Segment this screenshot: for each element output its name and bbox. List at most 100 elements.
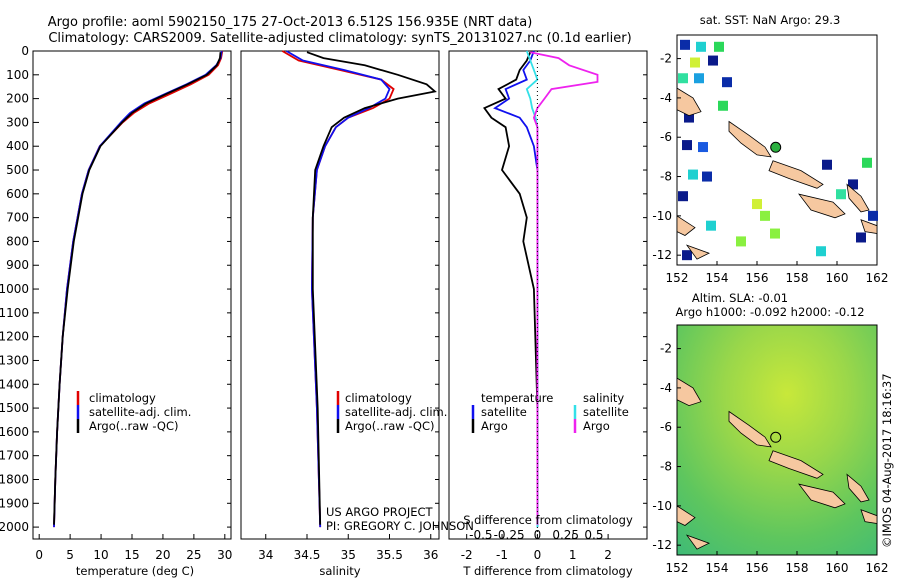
- sst-cell: [694, 73, 704, 84]
- sst-cell: [682, 250, 692, 261]
- sst-cell: [816, 246, 826, 257]
- sst-cell: [678, 73, 688, 84]
- island: [676, 87, 702, 117]
- axis-layer: 0100200300400500600700800900100011001200…: [0, 44, 647, 562]
- island: [846, 473, 870, 503]
- t-difference-xlabel: T difference from climatology: [462, 564, 633, 578]
- map-y-tick-label: -10: [652, 499, 672, 513]
- map-y-tick-label: -4: [660, 381, 672, 395]
- depth-tick-label: 900: [6, 258, 29, 272]
- s-tick-label: 0: [534, 528, 542, 542]
- x-tick-label: 35: [341, 548, 356, 562]
- sst-cell: [688, 169, 698, 180]
- legend-s-satellite: satellite: [583, 405, 629, 419]
- map-y-tick-label: -6: [660, 420, 672, 434]
- island: [860, 219, 878, 234]
- depth-tick-label: 400: [6, 139, 29, 153]
- depth-tick-label: 100: [6, 68, 29, 82]
- sst-cell: [690, 57, 700, 68]
- series-climatology: [53, 50, 224, 528]
- sst-cell: [736, 236, 746, 247]
- sst-cell: [752, 199, 762, 210]
- series-argo: [306, 51, 437, 525]
- x-tick-label: 34: [258, 548, 273, 562]
- map-y-tick-label: -10: [652, 209, 672, 223]
- sst-cell: [770, 228, 780, 239]
- salinity-xlabel: salinity: [319, 564, 360, 578]
- x-tick-label: 25: [186, 548, 201, 562]
- island: [768, 160, 824, 189]
- s-tick-label: 0.25: [552, 528, 579, 542]
- map-x-tick-label: 154: [706, 561, 729, 575]
- depth-tick-label: 800: [6, 234, 29, 248]
- s-tick-label: 0.5: [584, 528, 603, 542]
- x-tick-label: -1: [496, 548, 508, 562]
- depth-tick-label: 1100: [0, 306, 29, 320]
- island: [768, 450, 824, 479]
- depth-tick-label: 1200: [0, 330, 29, 344]
- sst-cell: [702, 171, 712, 182]
- legend-satellite-adj: satellite-adj. clim.: [89, 405, 191, 419]
- x-tick-label: 5: [66, 548, 74, 562]
- map-layer: 152 154 156 158 160 162 -2 -4 -6 -8 -10 -12 152 154 15…: [652, 39, 889, 575]
- sst-cell: [722, 77, 732, 88]
- temperature-panel: [32, 50, 232, 540]
- sla-map-title2: Argo h1000: -0.092 h2000: -0.12: [675, 305, 864, 319]
- island: [685, 244, 711, 260]
- sst-cell: [868, 210, 878, 221]
- depth-tick-label: 600: [6, 187, 29, 201]
- map-x-tick-label: 162: [866, 271, 889, 285]
- x-tick-label: 10: [93, 548, 108, 562]
- project-line2: PI: GREGORY C. JOHNSON: [326, 519, 474, 533]
- island: [798, 483, 846, 509]
- credit-text: ©IMOS 04-Aug-2017 18:16:37: [880, 373, 894, 548]
- sst-cell: [706, 220, 716, 231]
- legend-climatology: climatology: [89, 391, 156, 405]
- depth-tick-label: 1600: [0, 425, 29, 439]
- project-line1: US ARGO PROJECT: [326, 505, 434, 519]
- sst-cell: [698, 142, 708, 153]
- temperature-xlabel: temperature (deg C): [76, 564, 194, 578]
- salinity-panel: [240, 50, 440, 540]
- map-x-tick-label: 156: [746, 271, 769, 285]
- sst-cell: [682, 140, 692, 151]
- depth-tick-label: 200: [6, 92, 29, 106]
- sst-cell: [822, 159, 832, 170]
- map-x-tick-label: 154: [706, 271, 729, 285]
- legend-t-satellite: satellite: [481, 405, 527, 419]
- map-x-tick-label: 162: [866, 561, 889, 575]
- x-tick-label: 0: [35, 548, 43, 562]
- depth-tick-label: 1900: [0, 496, 29, 510]
- map-y-tick-label: -6: [660, 130, 672, 144]
- depth-tick-label: 500: [6, 163, 29, 177]
- sst-cell: [836, 189, 846, 200]
- sst-cell: [856, 232, 866, 243]
- difference-legend: temperature satellite Argo salinity sate…: [471, 391, 629, 433]
- sst-cell: [678, 191, 688, 202]
- depth-tick-label: 1000: [0, 282, 29, 296]
- salinity-legend: climatology satellite-adj. clim. Argo(..…: [336, 391, 447, 433]
- x-tick-label: 36: [423, 548, 438, 562]
- s-difference-xlabel: S difference from climatology: [463, 513, 633, 527]
- sst-cell: [760, 210, 770, 221]
- x-tick-label: 0: [534, 548, 542, 562]
- depth-tick-label: 1700: [0, 449, 29, 463]
- depth-tick-label: 1500: [0, 401, 29, 415]
- island: [860, 509, 878, 524]
- depth-tick-label: 1300: [0, 353, 29, 367]
- map-x-tick-label: 158: [786, 271, 809, 285]
- figure-title-line2: Climatology: CARS2009. Satellite-adjuste…: [48, 31, 631, 46]
- map-x-tick-label: 160: [826, 271, 849, 285]
- argo-position-marker: [770, 431, 782, 443]
- map-y-tick-label: -8: [660, 170, 672, 184]
- legend-salinity-title: salinity: [583, 391, 624, 405]
- sst-cell: [684, 112, 694, 123]
- sst-cell: [718, 100, 728, 111]
- map-y-tick-label: -2: [660, 342, 672, 356]
- sla-map: [676, 324, 878, 556]
- x-tick-label: -2: [461, 548, 473, 562]
- map-x-tick-label: 156: [746, 561, 769, 575]
- legend-argo: Argo(..raw -QC): [345, 419, 435, 433]
- sla-map-title1: Altim. SLA: -0.01: [692, 291, 788, 305]
